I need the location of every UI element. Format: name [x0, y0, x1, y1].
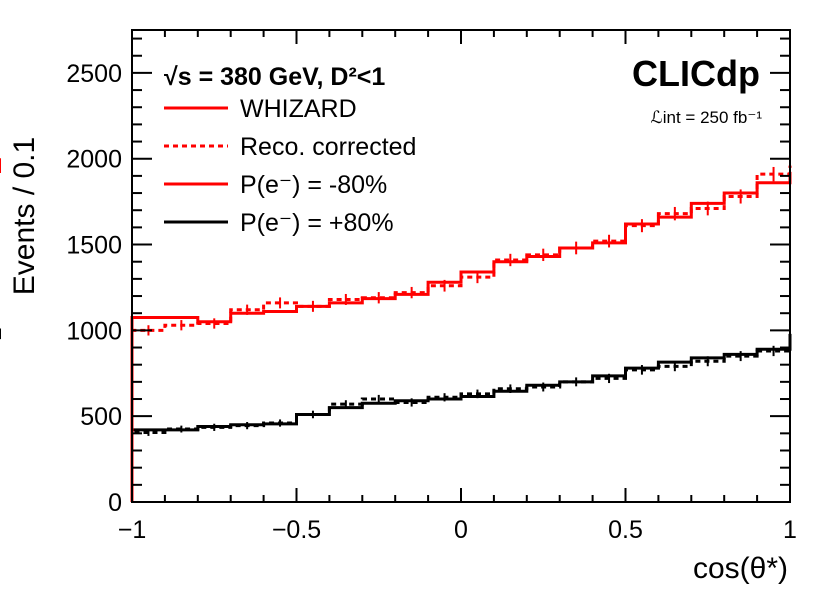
histogram-line-red_whizard [130, 172, 792, 502]
x-tick-label: 0.5 [608, 516, 643, 544]
series-red_reco [0, 158, 792, 502]
legend-label: P(e⁻) = -80% [240, 171, 387, 199]
x-tick-label: 1 [783, 516, 797, 544]
y-axis-title: Events / 0.1 [8, 137, 41, 295]
y-tick-label: 500 [80, 403, 122, 431]
y-tick-label: 0 [108, 489, 122, 517]
x-tick-label: −1 [118, 516, 147, 544]
clicdp-brand: CLICdp [632, 53, 760, 94]
legend-entry: P(e⁻) = +80% [164, 209, 394, 237]
x-tick-label: 0 [454, 516, 468, 544]
plot-frame [131, 29, 791, 503]
y-tick-label: 1000 [66, 317, 122, 345]
axis-tick-labels: −1 −0.5 0 0.5 1 0 500 1000 1500 2000 2500 [66, 60, 797, 544]
histogram-line-red_reco [130, 165, 792, 502]
y-tick-label: 2000 [66, 146, 122, 174]
legend-entry: Reco. corrected [164, 133, 416, 161]
legend-entries: WHIZARD Reco. corrected P(e⁻) = -80% P(e⁻) … [164, 95, 416, 237]
legend-label: P(e⁻) = +80% [240, 209, 394, 237]
legend-label: WHIZARD [240, 95, 357, 123]
legend-label: Reco. corrected [240, 133, 416, 161]
legend-entry: WHIZARD [164, 95, 357, 123]
legend: √s = 380 GeV, D²<1 WHIZARD Reco. correcte… [164, 63, 416, 237]
luminosity-label: ℒint = 250 fb⁻¹ [651, 108, 763, 127]
legend-title: √s = 380 GeV, D²<1 [164, 63, 385, 91]
y-tick-label: 2500 [66, 60, 122, 88]
y-tick-label: 1500 [66, 232, 122, 260]
axis-ticks [131, 30, 791, 503]
series-black_reco [0, 328, 792, 502]
histogram-line-black_reco [130, 333, 792, 502]
series-red_whizard [130, 172, 792, 502]
x-tick-label: −0.5 [272, 516, 321, 544]
plot-content [0, 158, 792, 502]
legend-entry: P(e⁻) = -80% [164, 171, 387, 199]
x-axis-title: cos(θ*) [693, 552, 788, 585]
